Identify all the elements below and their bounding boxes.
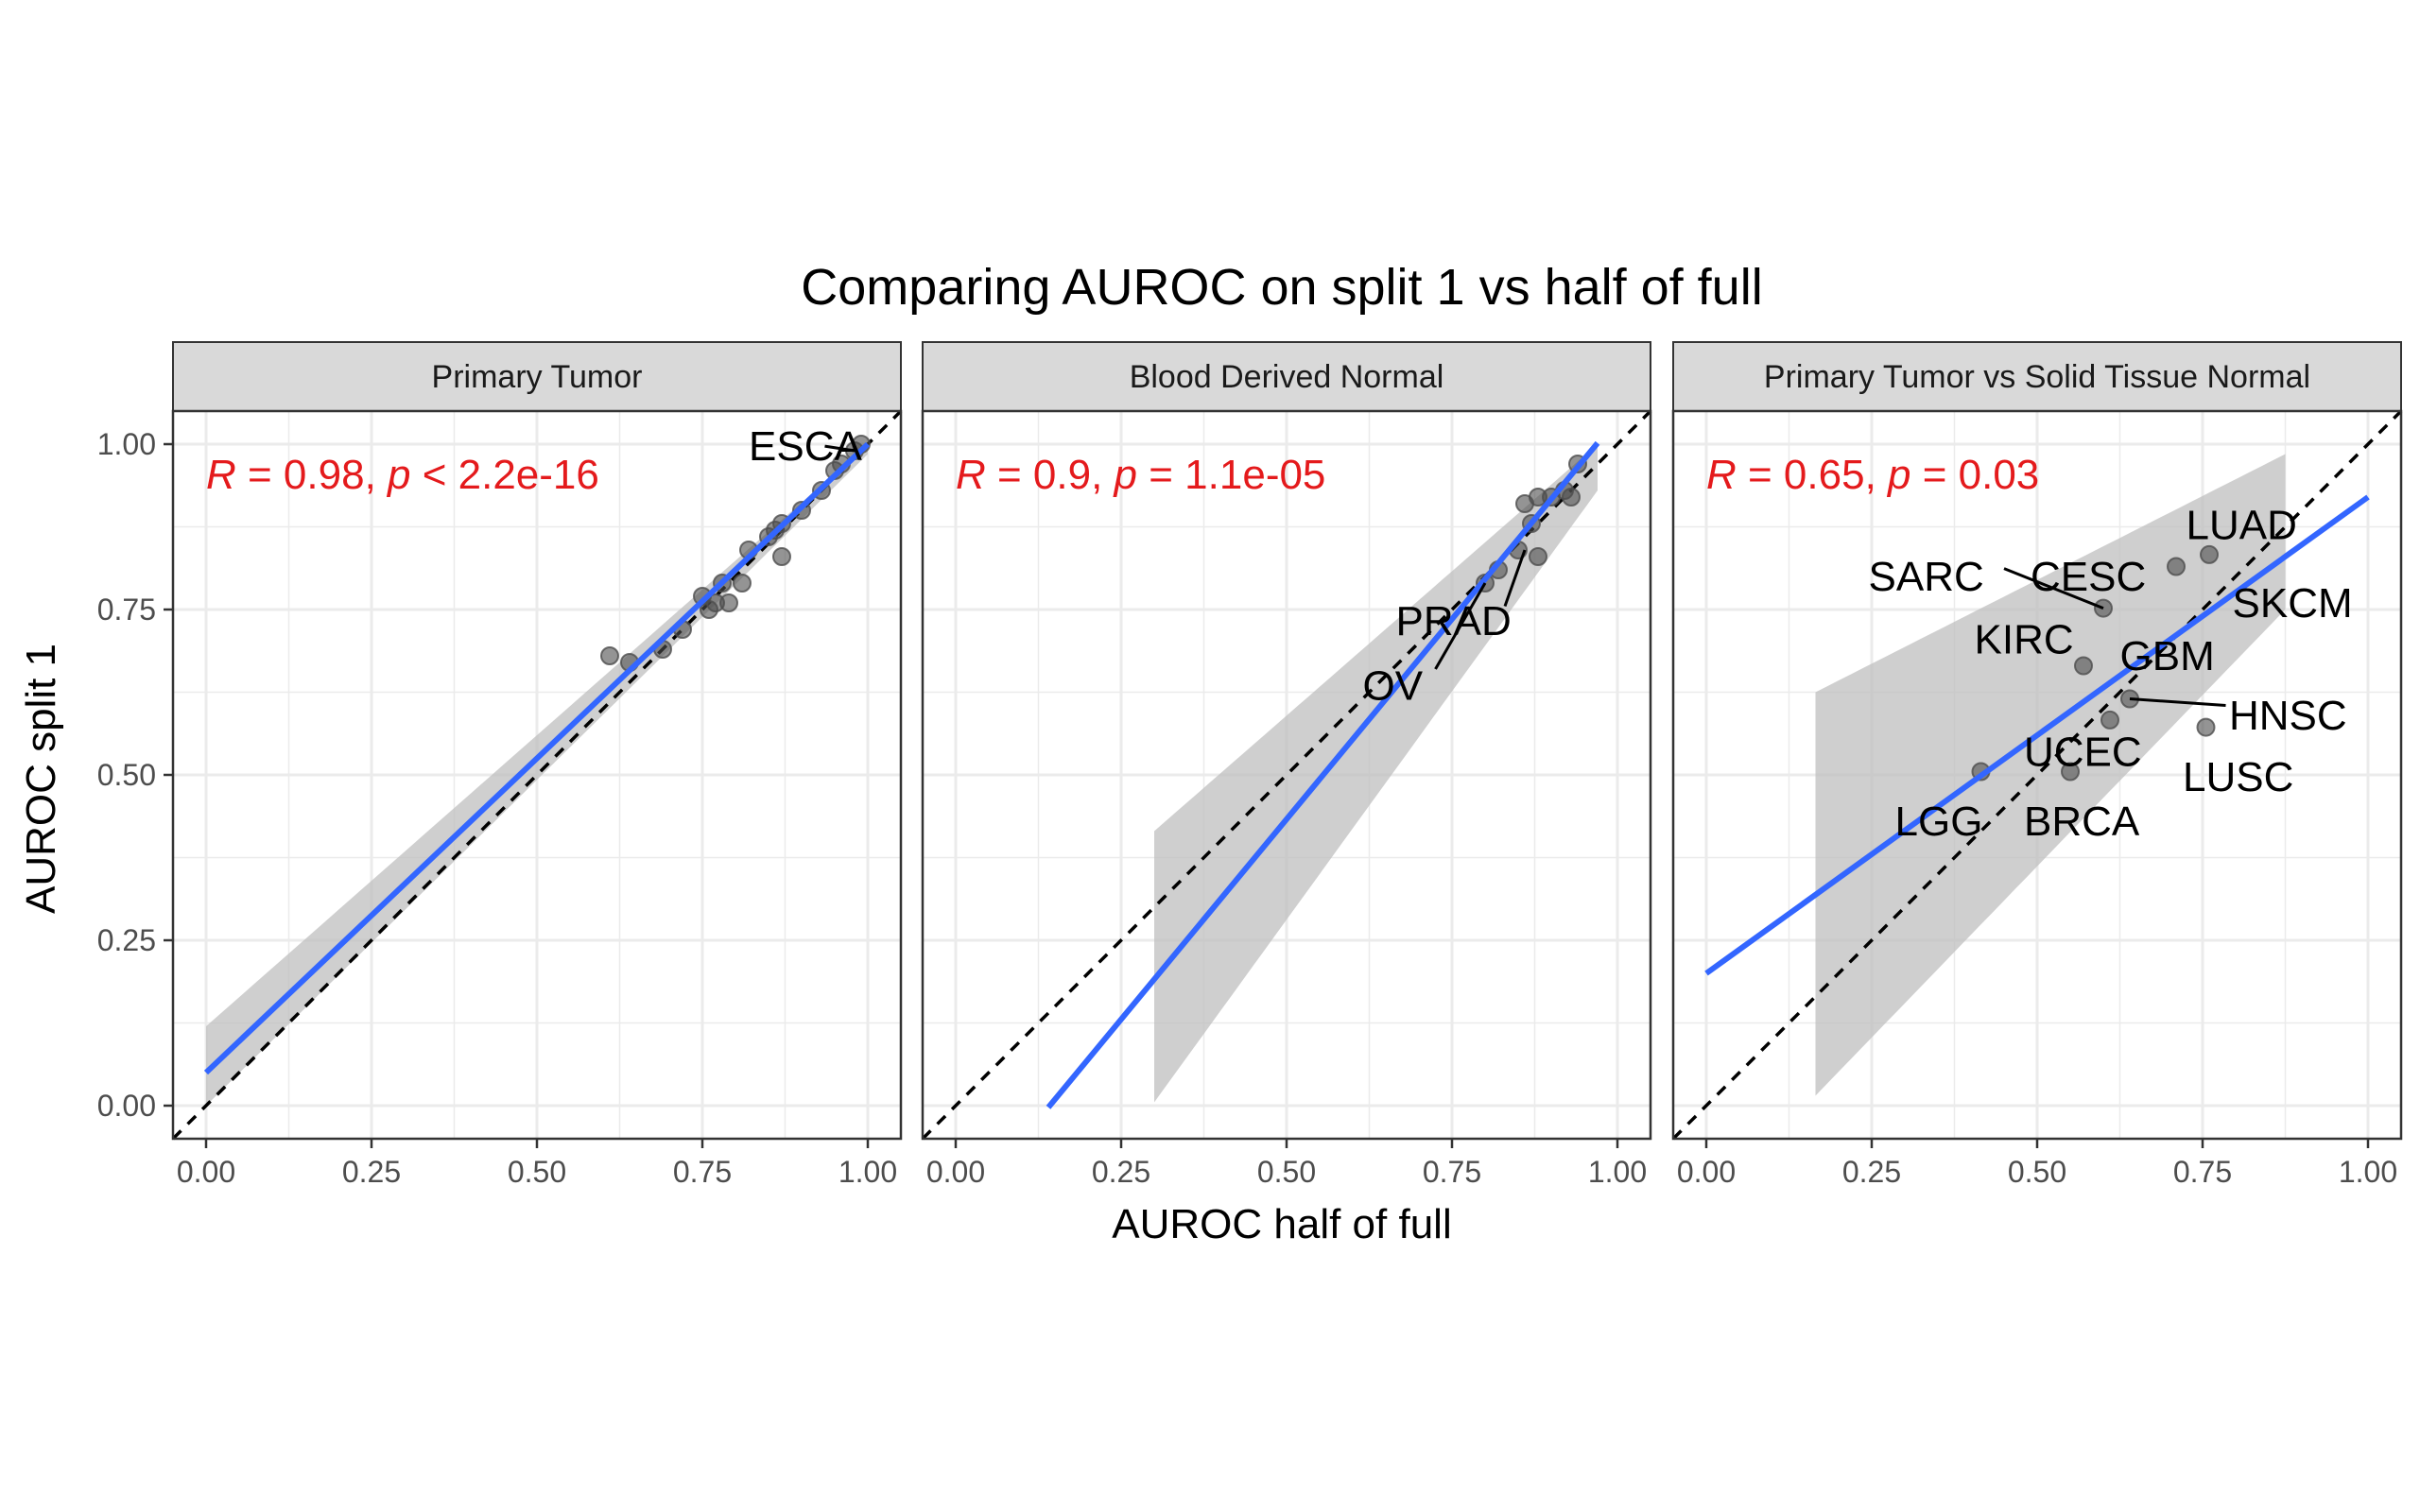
y-tick-label: 0.00 — [97, 1089, 156, 1123]
y-tick-label: 1.00 — [97, 427, 156, 461]
x-tick-label: 1.00 — [838, 1155, 897, 1189]
stat-symbol: R — [956, 452, 986, 498]
point-label: GBM — [2120, 633, 2215, 679]
chart-title: Comparing AUROC on split 1 vs half of fu… — [801, 259, 1762, 316]
point-label: BRCA — [2024, 799, 2140, 845]
label-leader-line — [1434, 582, 1487, 670]
x-axis-ticks: 0.00 0.25 0.50 0.75 1.00 — [926, 1139, 1647, 1189]
y-tick-label: 0.25 — [97, 923, 156, 957]
x-axis-ticks: 0.00 0.25 0.50 0.75 1.00 — [177, 1139, 897, 1189]
confidence-ribbon — [1815, 454, 2286, 1096]
x-tick-label: 0.25 — [1092, 1155, 1150, 1189]
stat-value: = 1.1e-05 — [1137, 452, 1325, 498]
label-leader-line — [1503, 549, 1527, 607]
x-tick-label: 0.75 — [1423, 1155, 1481, 1189]
stat-symbol: p — [386, 452, 410, 498]
x-tick-label: 0.00 — [177, 1155, 235, 1189]
data-point — [2100, 710, 2119, 730]
data-point — [772, 547, 791, 566]
point-label: LUSC — [2183, 754, 2293, 800]
facet-panels: Primary Tumor ESCA R = 0.98, p < 2.2e-16 0.… — [97, 341, 2403, 1189]
grid-lines — [173, 411, 901, 1139]
stat-value: = 0.9, — [986, 452, 1115, 498]
data-point — [2200, 544, 2219, 564]
y-axis-ticks: 0.00 0.25 0.50 0.75 1.00 — [97, 427, 173, 1123]
strip-label: Primary Tumor vs Solid Tissue Normal — [1764, 359, 2310, 395]
point-label: LUAD — [2187, 502, 2297, 548]
x-tick-label: 0.50 — [1257, 1155, 1316, 1189]
correlation-annotation: R = 0.65, p = 0.03 — [1706, 452, 2039, 498]
point-label: CESC — [2031, 554, 2146, 600]
data-point — [1529, 547, 1547, 566]
x-tick-label: 0.00 — [1677, 1155, 1736, 1189]
data-point — [1562, 488, 1581, 507]
x-axis-ticks: 0.00 0.25 0.50 0.75 1.00 — [1677, 1139, 2397, 1189]
point-label: LGG — [1895, 799, 1983, 845]
stat-value: = 0.03 — [1911, 452, 2040, 498]
regression-line — [1046, 440, 1600, 1109]
data-point — [2074, 656, 2093, 676]
correlation-annotation: R = 0.9, p = 1.1e-05 — [956, 452, 1325, 498]
regression-line — [1704, 494, 2370, 976]
stat-value: < 2.2e-16 — [411, 452, 599, 498]
stat-value: = 0.65, — [1737, 452, 1888, 498]
strip-label: Primary Tumor — [432, 359, 643, 395]
y-axis-title: AUROC split 1 — [18, 644, 64, 914]
x-tick-label: 0.25 — [342, 1155, 401, 1189]
strip-background — [172, 341, 902, 412]
x-tick-label: 0.50 — [508, 1155, 566, 1189]
point-label: OV — [1363, 663, 1424, 710]
stat-symbol: p — [1113, 452, 1137, 498]
data-point — [719, 593, 738, 612]
y-tick-label: 0.50 — [97, 758, 156, 792]
x-axis-title: AUROC half of full — [1112, 1201, 1451, 1247]
x-tick-label: 0.25 — [1842, 1155, 1901, 1189]
x-tick-label: 1.00 — [2339, 1155, 2397, 1189]
point-label: SKCM — [2233, 580, 2353, 627]
point-label: UCEC — [2024, 730, 2142, 776]
facet-panel-3: Primary Tumor vs Solid Tissue Normal LUAD… — [1671, 341, 2403, 1189]
x-tick-label: 0.00 — [926, 1155, 985, 1189]
label-leader-line — [2003, 567, 2104, 610]
x-tick-label: 0.75 — [2173, 1155, 2232, 1189]
confidence-ribbon — [1154, 444, 1598, 1103]
strip-label: Blood Derived Normal — [1130, 359, 1444, 395]
data-point — [2167, 557, 2186, 576]
facet-panel-1: Primary Tumor ESCA R = 0.98, p < 2.2e-16 0.… — [97, 341, 903, 1189]
stat-symbol: R — [1706, 452, 1737, 498]
x-tick-label: 1.00 — [1588, 1155, 1647, 1189]
regression-line — [203, 441, 871, 1075]
x-tick-label: 0.75 — [673, 1155, 732, 1189]
data-point — [2061, 762, 2080, 782]
y-tick-label: 0.75 — [97, 593, 156, 627]
strip-background — [922, 341, 1651, 412]
stat-symbol: R — [206, 452, 236, 498]
label-leader-line — [824, 444, 856, 453]
data-point — [2196, 717, 2216, 737]
strip-background — [1672, 341, 2402, 412]
label-leader-line — [2129, 697, 2226, 707]
data-point — [600, 646, 619, 665]
point-label: SARC — [1869, 554, 1984, 600]
stat-value: = 0.98, — [236, 452, 388, 498]
point-label: HNSC — [2229, 693, 2347, 739]
data-point — [733, 574, 752, 593]
stat-symbol: p — [1886, 452, 1910, 498]
x-tick-label: 0.50 — [2008, 1155, 2066, 1189]
point-label: KIRC — [1975, 617, 2074, 663]
identity-reference-line — [1671, 409, 2403, 1141]
point-label: ESCA — [749, 423, 862, 470]
correlation-annotation: R = 0.98, p < 2.2e-16 — [206, 452, 599, 498]
